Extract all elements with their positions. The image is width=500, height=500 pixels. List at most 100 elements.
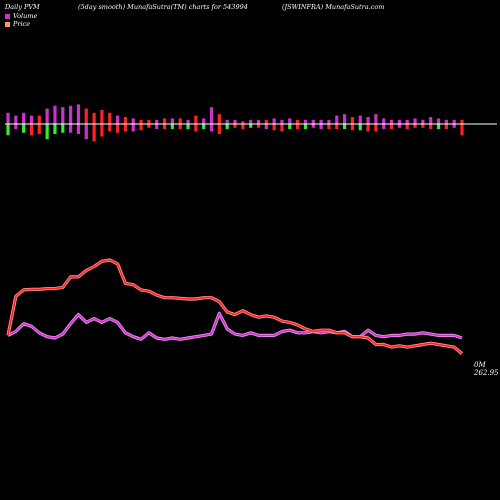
bar-down: [342, 124, 347, 129]
legend-volume: Volume: [5, 12, 37, 20]
series-lines: [6, 258, 464, 355]
bar-down: [6, 124, 10, 136]
bar-up: [22, 112, 26, 124]
bar-down: [389, 124, 394, 129]
bar-up: [296, 119, 300, 124]
bar-up: [108, 112, 112, 124]
price-line: [7, 259, 463, 355]
bar-up: [123, 117, 128, 124]
bar-up: [61, 107, 65, 124]
bar-up: [115, 115, 120, 124]
bar-down: [264, 124, 268, 129]
bar-up: [131, 118, 135, 124]
bar-down: [358, 124, 362, 131]
bar-down: [335, 124, 339, 129]
bar-up: [350, 117, 355, 124]
bar-down: [139, 124, 143, 131]
bar-up: [460, 119, 464, 124]
bar-down: [108, 124, 112, 132]
bar-up: [162, 118, 167, 124]
bar-down: [92, 124, 96, 142]
bar-up: [194, 115, 198, 124]
bar-down: [202, 124, 206, 129]
bar-down: [436, 124, 441, 129]
bar-up: [233, 119, 237, 124]
bar-up: [311, 119, 315, 124]
bar-up: [69, 105, 73, 124]
bar-down: [421, 124, 425, 128]
bar-up: [335, 115, 339, 124]
bar-down: [444, 124, 448, 129]
bar-up: [29, 115, 34, 124]
volume-end-label: 0M: [474, 361, 486, 369]
bar-down: [429, 124, 433, 129]
bar-down: [162, 124, 167, 129]
bar-down: [452, 124, 456, 128]
volume-bars: [6, 104, 464, 142]
bar-up: [280, 119, 284, 124]
bar-down: [29, 124, 34, 136]
bar-up: [366, 117, 370, 124]
bar-down: [382, 124, 386, 129]
bar-up: [382, 118, 386, 124]
price-line-glow: [6, 258, 464, 355]
bar-up: [413, 118, 417, 124]
bar-down: [178, 124, 182, 129]
chart-header-title: (5day smooth) MunafaSutra(TM) charts for…: [78, 3, 248, 11]
bar-up: [303, 119, 308, 124]
bar-down: [350, 124, 355, 131]
bar-down: [280, 124, 284, 132]
bar-down: [288, 124, 292, 129]
bar-down: [69, 124, 73, 133]
bar-down: [327, 124, 331, 129]
bar-down: [249, 124, 253, 128]
bar-down: [170, 124, 174, 129]
bar-up: [397, 119, 401, 124]
bar-down: [303, 124, 308, 129]
bar-down: [241, 124, 245, 129]
bar-down: [256, 124, 261, 128]
bar-down: [194, 124, 198, 132]
bar-up: [421, 119, 425, 124]
bar-down: [61, 124, 65, 133]
bar-up: [389, 119, 394, 124]
bar-up: [76, 104, 81, 124]
bar-up: [288, 118, 292, 124]
bar-down: [397, 124, 401, 128]
bar-up: [147, 119, 151, 124]
bar-down: [147, 124, 151, 128]
bar-up: [37, 115, 41, 124]
bar-up: [178, 118, 182, 124]
chart-header-site: (JSWINFRA) MunafaSutra.com: [282, 3, 385, 11]
bar-down: [272, 124, 276, 131]
bar-down: [374, 124, 378, 132]
legend-volume-swatch: [5, 13, 10, 19]
bar-down: [311, 124, 315, 128]
bar-down: [155, 124, 159, 129]
bar-down: [209, 124, 214, 132]
bar-up: [217, 114, 221, 124]
bar-up: [264, 119, 268, 124]
bar-up: [202, 118, 206, 124]
bar-down: [296, 124, 300, 129]
bar-down: [76, 124, 81, 134]
bar-up: [319, 119, 323, 124]
bar-up: [53, 105, 57, 124]
legend-price-swatch: [5, 21, 10, 27]
bar-up: [374, 114, 378, 124]
bar-down: [14, 124, 18, 129]
bar-up: [6, 112, 10, 124]
chart-header-left: Daily PVM: [5, 3, 40, 11]
bar-down: [225, 124, 229, 129]
bar-down: [186, 124, 190, 129]
bar-up: [139, 119, 143, 124]
bar-down: [115, 124, 120, 133]
price-end-label: 262.95: [473, 369, 499, 377]
bar-down: [123, 124, 128, 132]
volume-line: [7, 312, 463, 341]
bar-up: [241, 121, 245, 124]
bar-up: [14, 115, 18, 124]
bar-down: [319, 124, 323, 129]
bar-up: [405, 119, 409, 124]
bar-down: [37, 124, 41, 134]
